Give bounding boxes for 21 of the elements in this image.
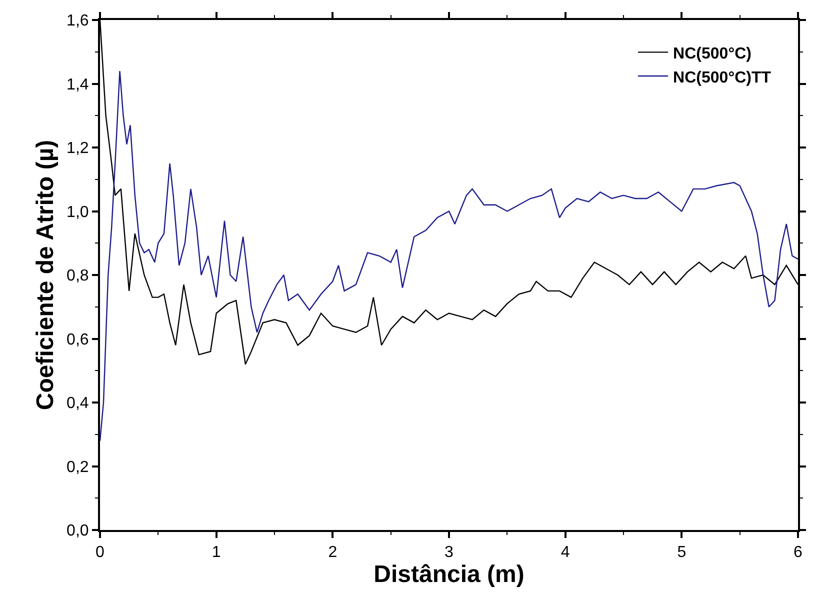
y-tick-label: 0,8 — [66, 268, 89, 285]
y-tick-label: 1,4 — [66, 76, 89, 94]
x-tick-label: 4 — [560, 544, 570, 562]
y-tick-label: 0,4 — [66, 395, 89, 412]
x-axis-title: Distância (m) — [374, 561, 524, 588]
legend-label: NC(500°C) — [673, 45, 752, 62]
line-series — [100, 70, 798, 442]
legend-label: NC(500°C)TT — [673, 69, 772, 86]
x-tick-label: 6 — [794, 544, 803, 562]
y-tick-label: 1,2 — [66, 140, 89, 158]
y-tick-label: 0,2 — [66, 458, 89, 476]
y-axis-title: Coeficiente de Atrito (µ) — [32, 140, 60, 410]
x-tick-label: 2 — [328, 544, 338, 562]
x-tick-label: 3 — [444, 544, 454, 562]
y-tick-label: 0,0 — [66, 522, 89, 540]
x-tick-label: 0 — [96, 544, 105, 562]
y-tick-label: 0,6 — [66, 331, 89, 348]
x-tick-label: 1 — [212, 544, 221, 562]
y-tick-label: 1,6 — [66, 12, 89, 30]
y-tick-label: 1,0 — [66, 204, 89, 221]
x-tick-label: 5 — [677, 544, 686, 562]
